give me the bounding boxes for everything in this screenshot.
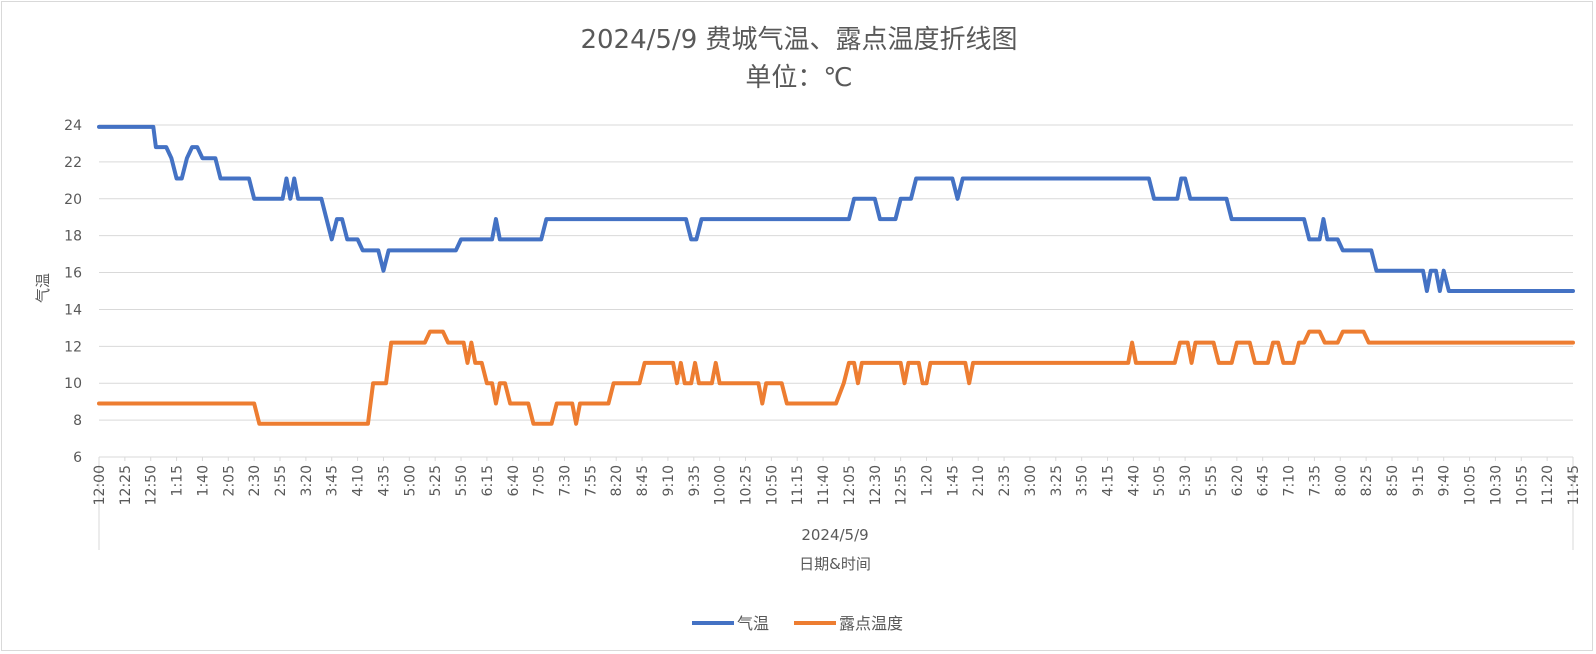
x-tick-label: 10:50 [764, 465, 780, 505]
y-tick-label: 18 [64, 229, 82, 245]
x-tick-label: 10:25 [738, 465, 754, 505]
x-tick-label: 5:30 [1178, 465, 1194, 496]
x-tick-label: 10:00 [713, 465, 729, 505]
x-tick-label: 2:30 [247, 465, 263, 496]
y-tick-label: 6 [73, 450, 82, 466]
chart-title: 2024/5/9 费城气温、露点温度折线图 [580, 25, 1017, 55]
x-tick-label: 10:55 [1514, 465, 1530, 505]
x-tick-label: 3:45 [325, 465, 341, 496]
x-tick-label: 12:50 [144, 465, 160, 505]
x-tick-label: 12:55 [894, 465, 910, 505]
y-tick-label: 12 [64, 339, 82, 355]
x-tick-label: 7:35 [1307, 465, 1323, 496]
x-tick-label: 4:40 [1126, 465, 1142, 496]
x-tick-label: 7:55 [583, 465, 599, 496]
x-axis [98, 456, 1574, 550]
x-tick-label: 9:15 [1411, 465, 1427, 496]
x-tick-label: 1:45 [945, 465, 961, 496]
y-axis: 6 8 10 12 14 16 18 20 22 24 [64, 118, 82, 466]
x-tick-label: 1:20 [920, 465, 936, 496]
x-tick-label: 10:05 [1463, 465, 1479, 505]
x-tick-label: 9:40 [1437, 465, 1453, 496]
x-axis-title: 日期&时间 [799, 555, 871, 573]
x-tick-label: 5:55 [1204, 465, 1220, 496]
x-tick-label: 2:10 [971, 465, 987, 496]
x-tick-label: 8:25 [1359, 465, 1375, 496]
dewpoint-line [97, 329, 1575, 426]
y-tick-label: 22 [64, 155, 82, 171]
x-tick-label: 5:50 [454, 465, 470, 496]
x-tick-label: 12:05 [842, 465, 858, 505]
x-tick-label: 12:25 [118, 465, 134, 505]
x-tick-label: 10:30 [1488, 465, 1504, 505]
x-tick-label: 9:10 [661, 465, 677, 496]
x-tick-label: 5:05 [1152, 465, 1168, 496]
x-tick-label: 6:40 [506, 465, 522, 496]
plot-series [97, 124, 1575, 426]
x-tick-label: 8:00 [1333, 465, 1349, 496]
x-tick-label: 3:20 [299, 465, 315, 496]
x-tick-label: 12:00 [92, 465, 108, 505]
x-tick-label: 6:15 [480, 465, 496, 496]
y-tick-label: 10 [64, 376, 82, 392]
x-tick-label: 8:45 [635, 465, 651, 496]
y-tick-label: 20 [64, 192, 82, 208]
x-tick-label: 4:15 [1101, 465, 1117, 496]
x-tick-label: 7:30 [557, 465, 573, 496]
x-tick-label: 5:00 [402, 465, 418, 496]
gridlines [99, 124, 1573, 458]
x-tick-label: 7:05 [532, 465, 548, 496]
x-tick-label: 8:50 [1385, 465, 1401, 496]
legend: 气温 露点温度 [692, 614, 903, 633]
x-tick-label: 7:10 [1282, 465, 1298, 496]
temperature-line [97, 124, 1575, 293]
legend-label-dewpoint: 露点温度 [839, 614, 903, 633]
x-tick-label: 12:30 [868, 465, 884, 505]
y-axis-title: 气温 [34, 273, 52, 303]
x-tick-label: 8:20 [609, 465, 625, 496]
x-tick-label: 11:15 [790, 465, 806, 505]
y-tick-label: 24 [64, 118, 82, 134]
x-group-label: 2024/5/9 [801, 526, 868, 544]
x-tick-label: 3:25 [1049, 465, 1065, 496]
x-tick-label: 3:50 [1075, 465, 1091, 496]
x-tick-label: 4:35 [376, 465, 392, 496]
x-tick-label: 11:20 [1540, 465, 1556, 505]
x-tick-label: 1:15 [170, 465, 186, 496]
x-tick-label: 4:10 [351, 465, 367, 496]
x-tick-label: 2:55 [273, 465, 289, 496]
x-tick-labels: 12:00 12:25 12:50 1:15 1:40 2:05 2:30 2:55 3:20 3… [92, 457, 1582, 505]
x-tick-label: 6:20 [1230, 465, 1246, 496]
x-tick-label: 3:00 [1023, 465, 1039, 496]
x-tick-label: 9:35 [687, 465, 703, 496]
x-tick-label: 1:40 [195, 465, 211, 496]
x-tick-label: 6:45 [1256, 465, 1272, 496]
x-tick-label: 11:40 [816, 465, 832, 505]
x-tick-label: 2:05 [221, 465, 237, 496]
chart-subtitle: 单位：℃ [745, 63, 852, 93]
legend-label-temperature: 气温 [737, 614, 769, 633]
y-tick-label: 16 [64, 266, 82, 282]
x-tick-label: 11:45 [1566, 465, 1582, 505]
x-tick-label: 5:25 [428, 465, 444, 496]
x-tick-label: 2:35 [997, 465, 1013, 496]
y-tick-label: 14 [64, 302, 82, 318]
y-tick-label: 8 [73, 413, 82, 429]
